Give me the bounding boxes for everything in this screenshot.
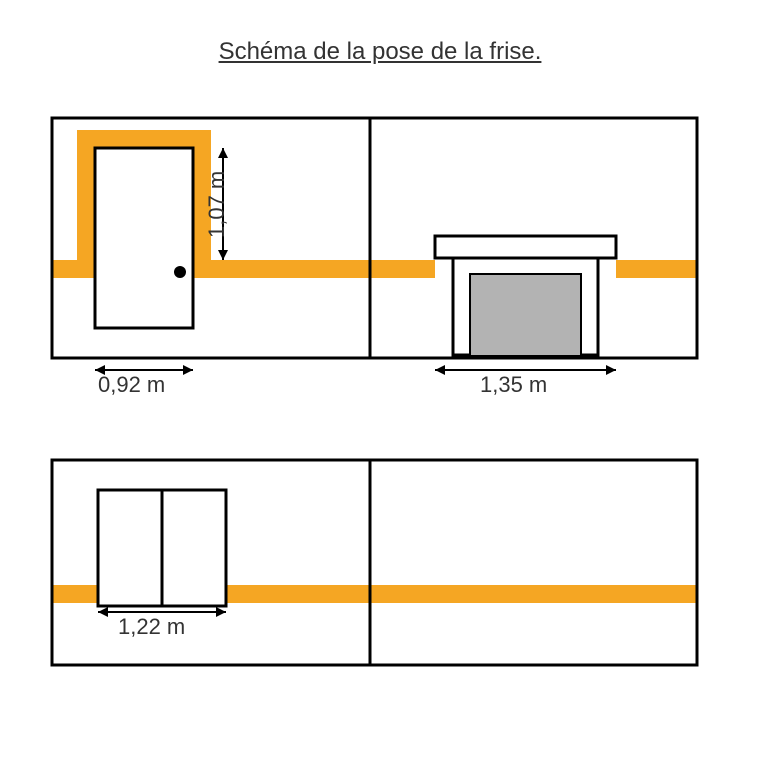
diagram-svg <box>0 0 760 680</box>
door-width-label: 0,92 m <box>98 372 165 398</box>
door-height-label: 1,07 m <box>204 171 230 238</box>
window-width-label: 1,22 m <box>118 614 185 640</box>
fireplace-width-label: 1,35 m <box>480 372 547 398</box>
